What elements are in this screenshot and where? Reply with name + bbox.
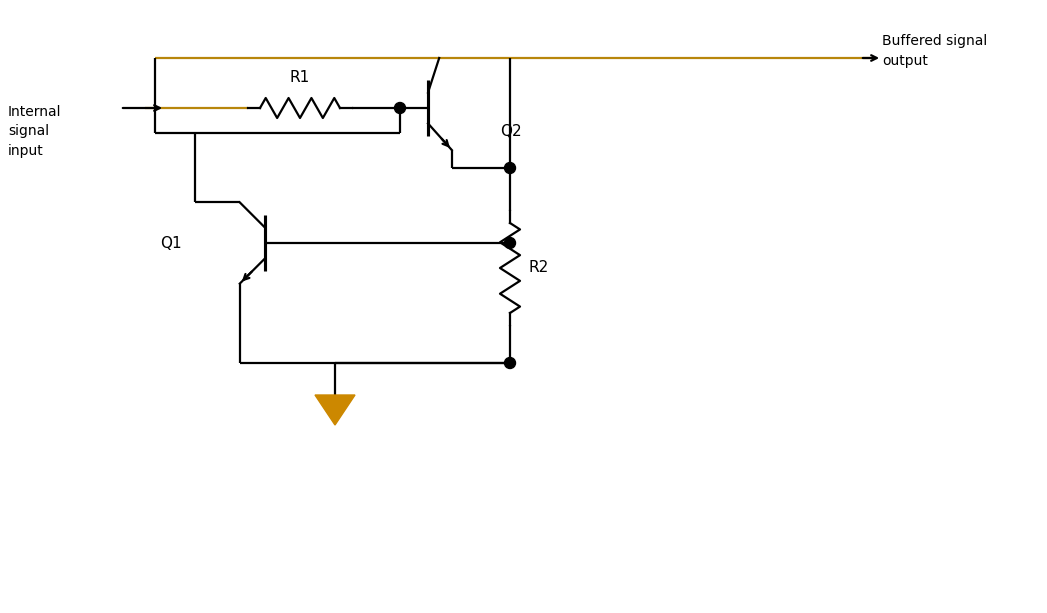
Circle shape bbox=[395, 102, 405, 113]
Polygon shape bbox=[315, 395, 355, 425]
Text: Q2: Q2 bbox=[500, 123, 521, 139]
Text: Internal
signal
input: Internal signal input bbox=[8, 104, 62, 158]
Text: Q1: Q1 bbox=[160, 235, 182, 251]
Text: R2: R2 bbox=[528, 261, 549, 275]
Text: R1: R1 bbox=[290, 70, 310, 85]
Circle shape bbox=[505, 162, 515, 173]
Circle shape bbox=[505, 357, 515, 368]
Circle shape bbox=[505, 237, 515, 248]
Text: Buffered signal
output: Buffered signal output bbox=[882, 34, 987, 68]
